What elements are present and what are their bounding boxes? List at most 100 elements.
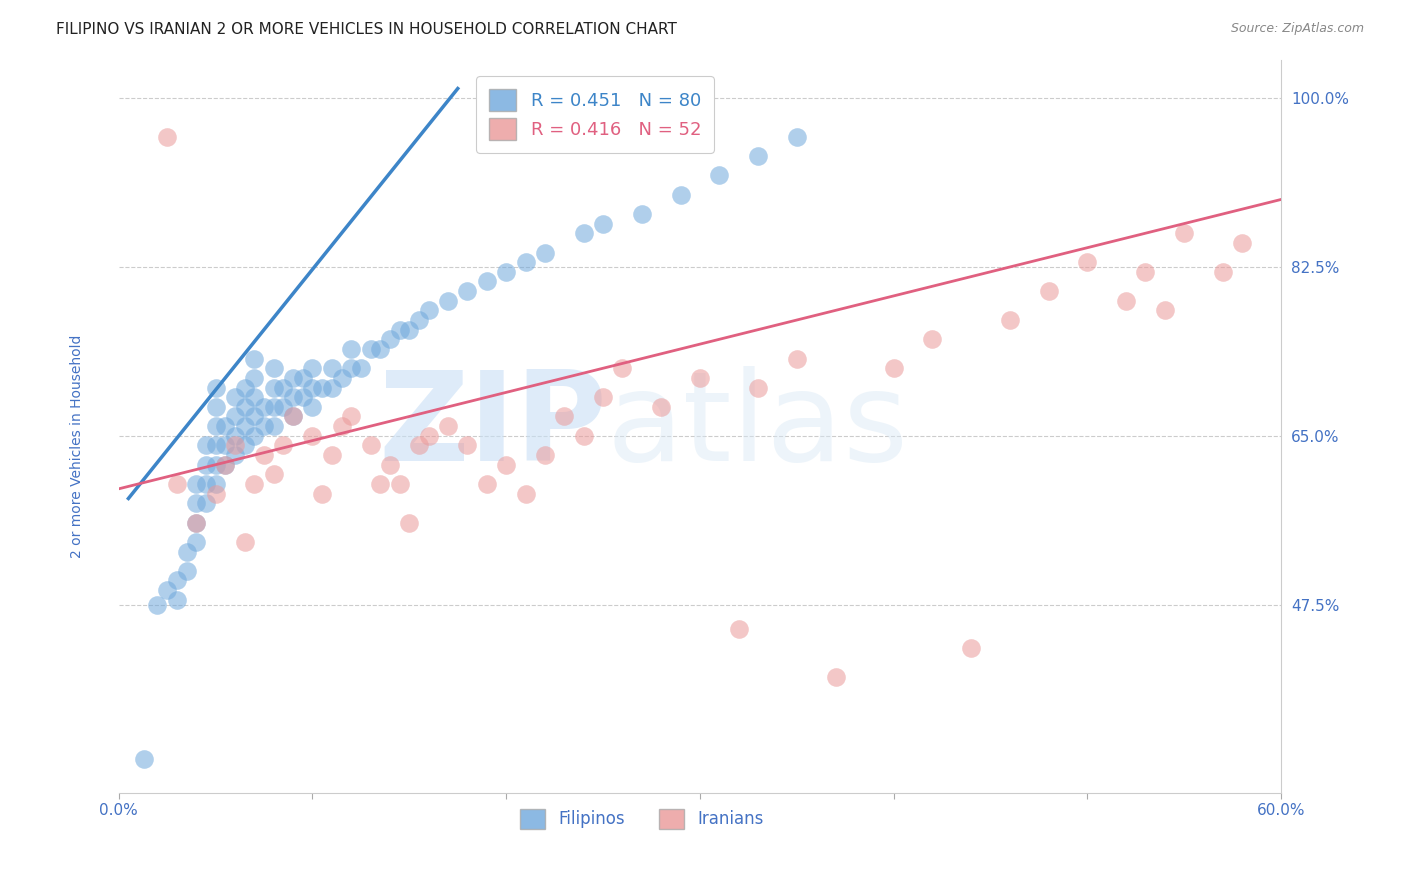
Point xyxy=(194,477,217,491)
Point xyxy=(132,752,155,766)
Text: atlas: atlas xyxy=(607,366,910,487)
Point xyxy=(263,467,285,482)
Point xyxy=(1115,293,1137,308)
Point xyxy=(291,371,314,385)
Point xyxy=(321,361,343,376)
Point xyxy=(273,380,295,394)
Point xyxy=(243,390,266,404)
Point xyxy=(1076,255,1098,269)
Text: FILIPINO VS IRANIAN 2 OR MORE VEHICLES IN HOUSEHOLD CORRELATION CHART: FILIPINO VS IRANIAN 2 OR MORE VEHICLES I… xyxy=(56,22,678,37)
Point xyxy=(1038,284,1060,298)
Point xyxy=(572,226,595,240)
Point xyxy=(224,448,246,462)
Point xyxy=(156,129,179,144)
Legend: Filipinos, Iranians: Filipinos, Iranians xyxy=(513,802,770,836)
Point xyxy=(273,400,295,414)
Point xyxy=(204,419,226,434)
Point xyxy=(630,207,652,221)
Point xyxy=(194,458,217,472)
Point xyxy=(301,361,323,376)
Point xyxy=(186,534,208,549)
Point xyxy=(408,438,430,452)
Point xyxy=(515,486,537,500)
Point xyxy=(243,351,266,366)
Point xyxy=(263,400,285,414)
Point xyxy=(176,564,198,578)
Point xyxy=(475,275,498,289)
Point xyxy=(166,477,188,491)
Point xyxy=(475,477,498,491)
Point xyxy=(166,592,188,607)
Point xyxy=(437,419,460,434)
Point xyxy=(553,409,575,424)
Point xyxy=(709,169,731,183)
Point xyxy=(176,544,198,558)
Point xyxy=(824,670,846,684)
Point xyxy=(330,371,353,385)
Point xyxy=(437,293,460,308)
Text: ZIP: ZIP xyxy=(378,366,607,487)
Point xyxy=(243,429,266,443)
Point xyxy=(233,419,256,434)
Point xyxy=(592,217,614,231)
Point xyxy=(612,361,634,376)
Point xyxy=(291,390,314,404)
Point xyxy=(263,361,285,376)
Point xyxy=(456,438,478,452)
Point xyxy=(669,187,692,202)
Point xyxy=(1135,265,1157,279)
Point xyxy=(243,371,266,385)
Point xyxy=(311,486,333,500)
Point xyxy=(340,409,363,424)
Point xyxy=(1153,303,1175,318)
Point xyxy=(921,332,943,346)
Point xyxy=(747,149,769,163)
Point xyxy=(311,380,333,394)
Point xyxy=(360,438,382,452)
Point xyxy=(350,361,373,376)
Point xyxy=(321,380,343,394)
Point xyxy=(281,409,304,424)
Point xyxy=(194,496,217,510)
Point xyxy=(398,516,420,530)
Point xyxy=(301,380,323,394)
Point xyxy=(281,371,304,385)
Point xyxy=(378,458,401,472)
Point xyxy=(281,390,304,404)
Point xyxy=(747,380,769,394)
Point xyxy=(253,400,276,414)
Point xyxy=(253,419,276,434)
Point xyxy=(204,400,226,414)
Point xyxy=(301,429,323,443)
Point xyxy=(883,361,905,376)
Point xyxy=(253,448,276,462)
Point xyxy=(243,409,266,424)
Point xyxy=(998,313,1021,327)
Point xyxy=(1173,226,1195,240)
Point xyxy=(224,429,246,443)
Point xyxy=(572,429,595,443)
Point xyxy=(186,477,208,491)
Point xyxy=(786,129,808,144)
Point xyxy=(408,313,430,327)
Point xyxy=(368,477,391,491)
Point xyxy=(378,332,401,346)
Point xyxy=(456,284,478,298)
Text: Source: ZipAtlas.com: Source: ZipAtlas.com xyxy=(1230,22,1364,36)
Point xyxy=(233,438,256,452)
Point xyxy=(398,323,420,337)
Point xyxy=(727,622,749,636)
Point xyxy=(321,448,343,462)
Point xyxy=(418,429,440,443)
Point xyxy=(214,458,236,472)
Point xyxy=(204,380,226,394)
Point xyxy=(204,438,226,452)
Point xyxy=(186,496,208,510)
Point xyxy=(146,598,169,612)
Point xyxy=(233,400,256,414)
Point xyxy=(689,371,711,385)
Point xyxy=(515,255,537,269)
Point xyxy=(495,458,517,472)
Point xyxy=(156,583,179,598)
Point xyxy=(1212,265,1234,279)
